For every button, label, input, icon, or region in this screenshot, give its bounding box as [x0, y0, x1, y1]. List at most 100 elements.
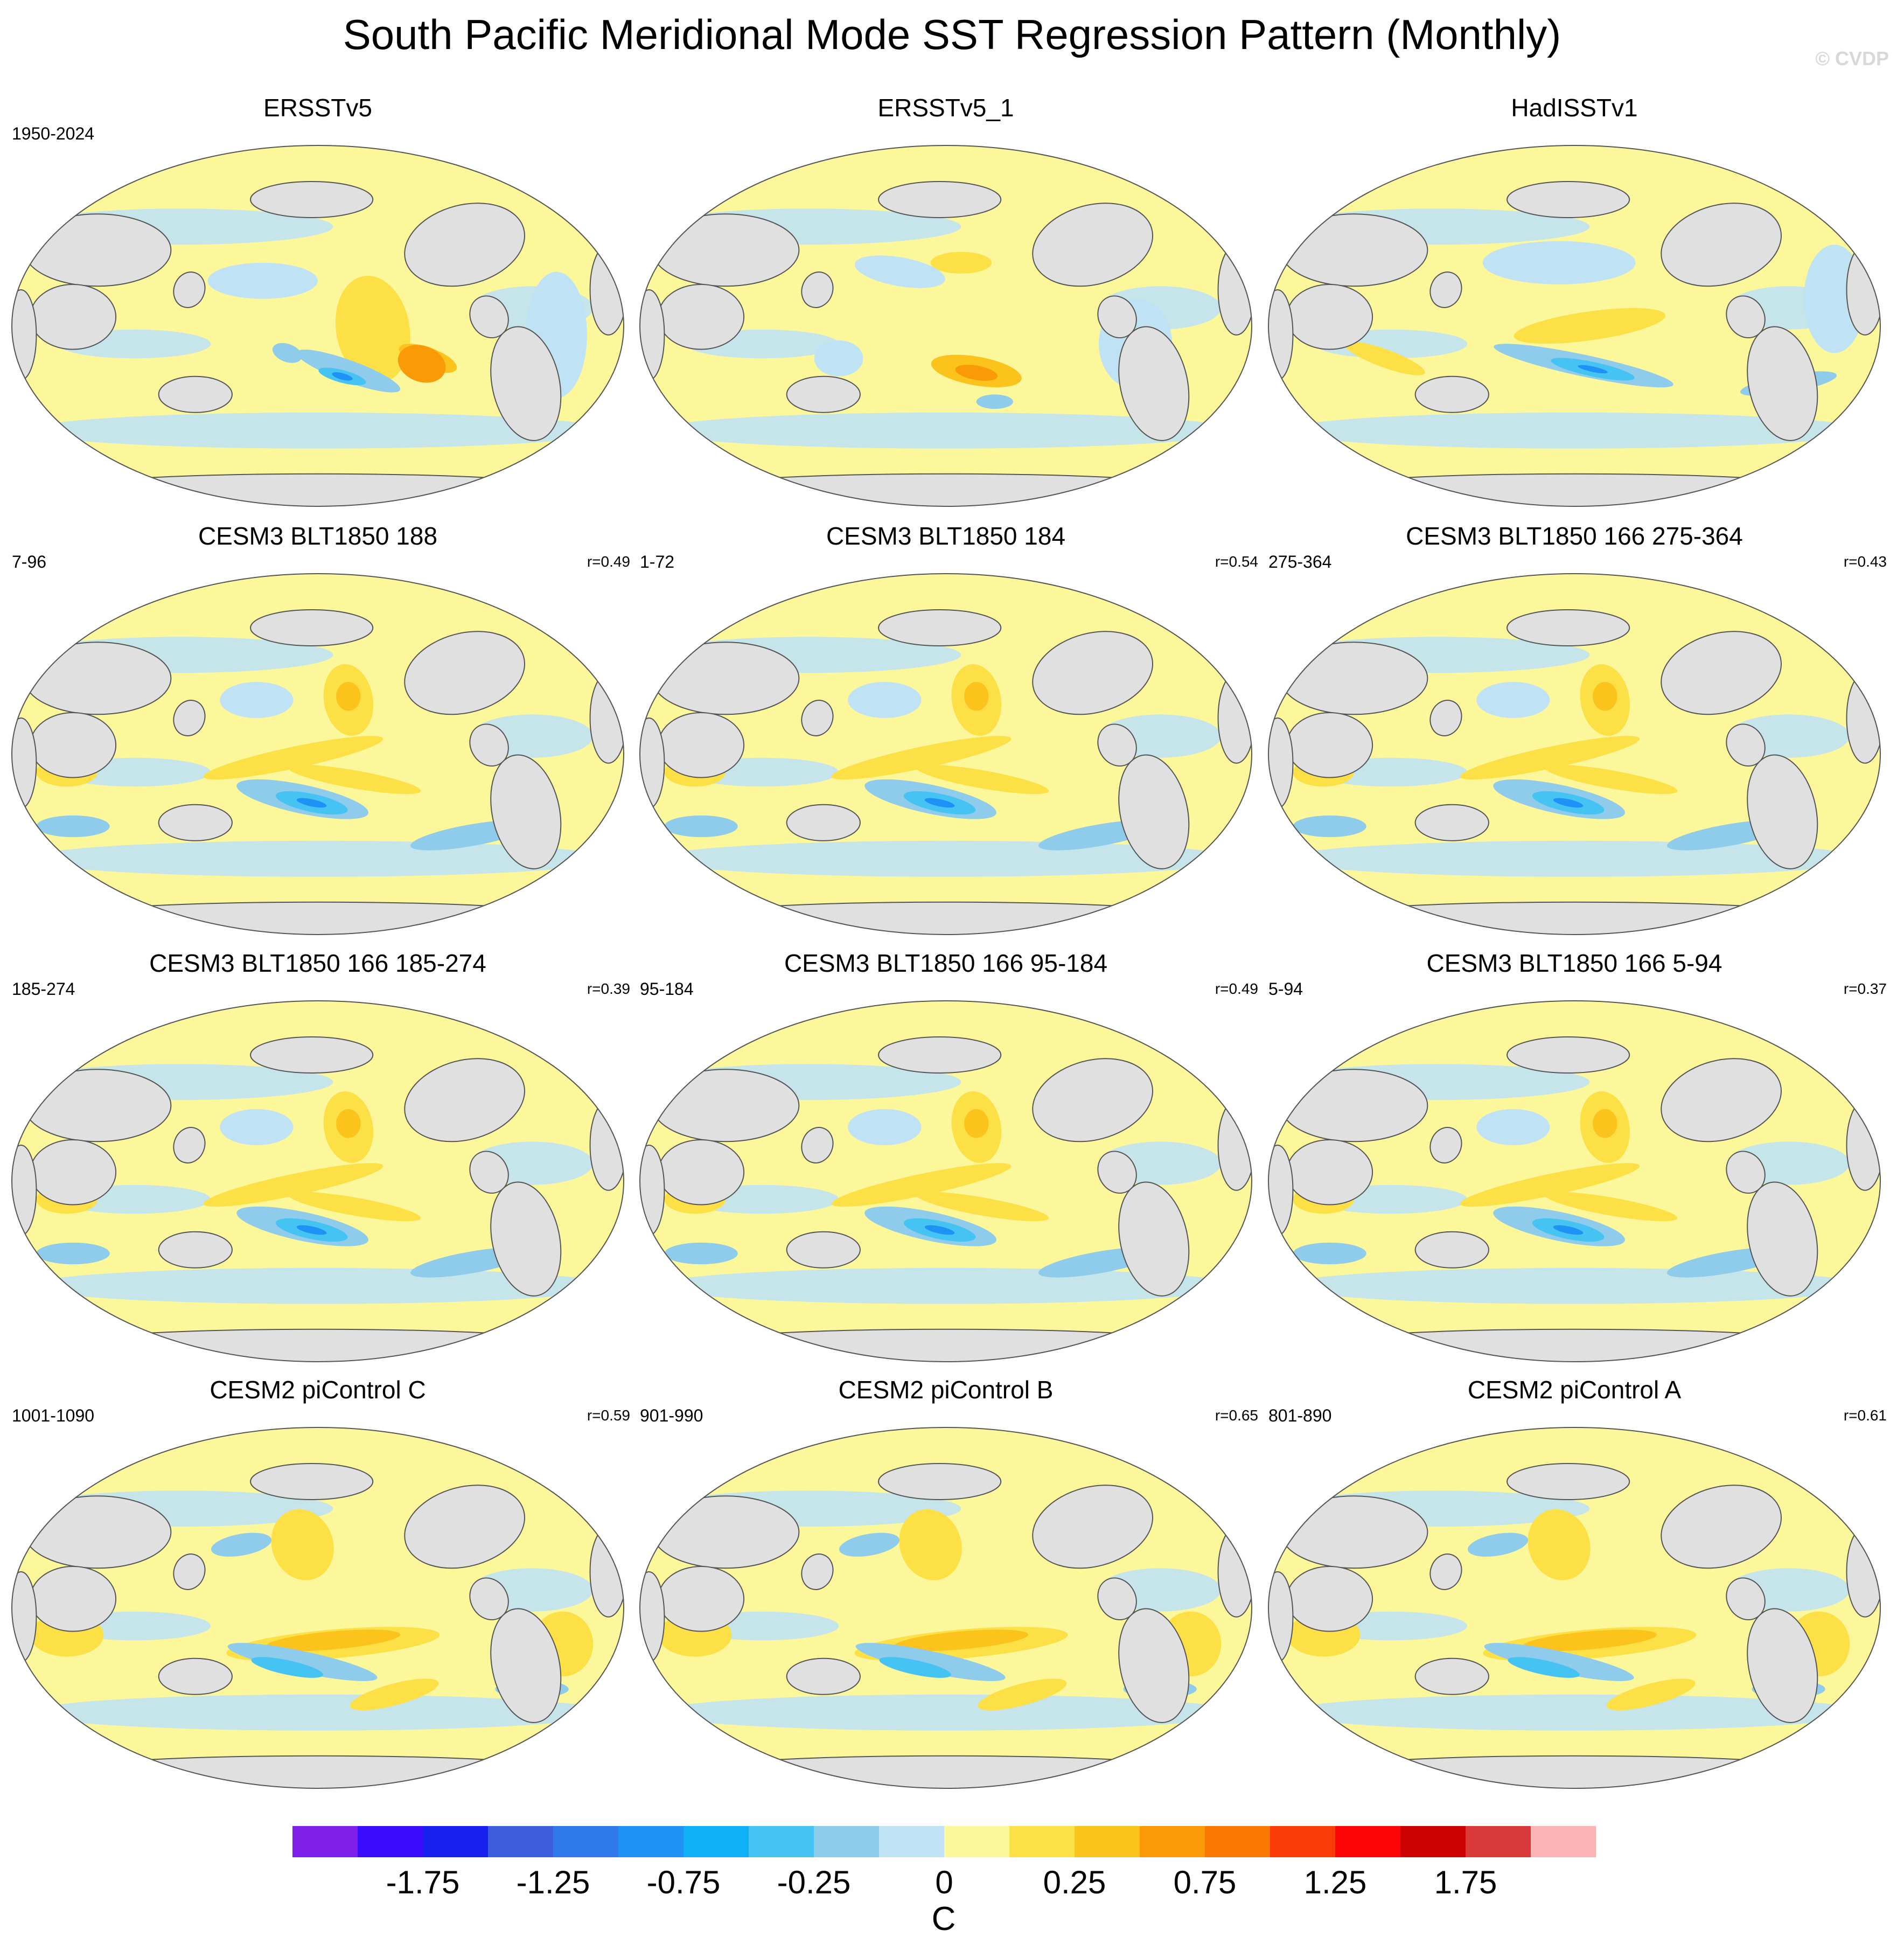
sst-anomaly-contour	[1545, 764, 1678, 795]
panel-correlation: r=0.65	[1215, 1407, 1258, 1424]
land-mass	[41, 1755, 594, 1788]
land-mass	[1097, 1577, 1137, 1621]
sst-anomaly-contour	[203, 736, 383, 780]
map-panel: CESM3 BLT1850 166 185-274 185-274 r=0.39	[5, 947, 630, 1372]
sst-anomaly-contour	[220, 682, 294, 718]
land-mass	[1429, 700, 1462, 736]
sst-anomaly-contour	[1514, 308, 1666, 344]
sst-anomaly-contour	[203, 1163, 383, 1207]
sst-anomaly-contour	[336, 1109, 361, 1138]
colorbar-swatch	[749, 1826, 814, 1857]
sst-anomaly-contour	[1553, 798, 1584, 808]
sst-anomaly-contour	[220, 1109, 294, 1145]
sst-anomaly-contour	[916, 764, 1049, 795]
land-mass	[1661, 203, 1782, 287]
land-mass	[786, 1231, 861, 1269]
sst-anomaly-contour	[664, 815, 738, 838]
map-outline	[11, 1427, 624, 1789]
colorbar-tick-label: 0	[935, 1864, 953, 1900]
land-mass	[651, 1069, 800, 1142]
sst-anomaly-contour	[332, 372, 353, 381]
sst-anomaly-band	[27, 1267, 609, 1304]
sst-anomaly-contour	[1606, 1678, 1696, 1711]
panel-correlation: r=0.49	[587, 553, 630, 570]
land-mass	[1286, 283, 1373, 350]
colorbar-swatch	[488, 1826, 554, 1857]
land-mass	[1507, 609, 1630, 646]
sst-anomaly-contour	[251, 1657, 323, 1678]
sst-anomaly-contour	[296, 1225, 327, 1235]
sst-anomaly-contour	[1553, 1225, 1584, 1235]
sst-anomaly-band	[655, 412, 1237, 449]
sst-anomaly-contour	[924, 798, 955, 808]
land-mass	[658, 712, 745, 778]
panel-correlation: r=0.39	[587, 980, 630, 997]
panel-period: 901-990	[640, 1406, 703, 1425]
panel-title: HadISSTv1	[1511, 94, 1638, 122]
land-mass	[30, 283, 117, 350]
land-mass	[404, 1058, 526, 1142]
sst-map	[11, 1427, 624, 1789]
sst-anomaly-contour	[854, 255, 945, 288]
land-mass	[669, 1328, 1222, 1362]
land-mass	[658, 1139, 745, 1206]
land-mass	[1726, 1577, 1766, 1621]
panel-title: CESM2 piControl A	[1467, 1376, 1682, 1404]
colorbar-swatch	[944, 1826, 1010, 1857]
land-mass	[1846, 244, 1880, 336]
land-mass	[1747, 326, 1818, 441]
land-mass	[1846, 1526, 1880, 1618]
watermark: © CVDP	[1815, 47, 1889, 69]
land-mass	[1726, 295, 1766, 339]
land-mass	[651, 213, 800, 287]
colorbar-units: C	[931, 1900, 956, 1938]
colorbar-swatch	[1009, 1826, 1075, 1857]
panel-title: CESM3 BLT1850 166 185-274	[149, 949, 486, 977]
land-mass	[1298, 473, 1851, 506]
sst-anomaly-contour	[296, 350, 401, 393]
land-mass	[41, 1328, 594, 1362]
map-outline	[639, 1000, 1252, 1362]
land-mass	[1032, 1058, 1154, 1142]
sst-anomaly-contour	[848, 682, 922, 718]
panel-correlation: r=0.59	[587, 1407, 630, 1424]
land-mass	[801, 700, 834, 736]
sst-anomaly-contour	[916, 1192, 1049, 1222]
sst-anomaly-contour	[397, 345, 446, 383]
sst-anomaly-contour	[978, 1678, 1067, 1711]
sst-anomaly-band	[655, 1267, 1237, 1304]
land-mass	[1661, 631, 1782, 715]
land-mass	[1097, 295, 1137, 339]
panel-correlation: r=0.54	[1215, 553, 1258, 570]
panel-title: CESM3 BLT1850 184	[826, 522, 1066, 550]
sst-anomaly-contour	[271, 1509, 334, 1580]
land-mass	[30, 1139, 117, 1206]
land-mass	[589, 1526, 624, 1618]
land-mass	[640, 289, 665, 381]
sst-map	[1268, 1000, 1881, 1362]
land-mass	[1268, 717, 1294, 809]
colorbar-swatch	[1531, 1826, 1596, 1857]
land-mass	[1217, 672, 1252, 764]
sst-anomaly-band	[1284, 412, 1865, 449]
sst-anomaly-contour	[207, 262, 318, 299]
land-mass	[589, 244, 624, 336]
land-mass	[173, 1127, 206, 1163]
map-outline	[639, 573, 1252, 935]
sst-map	[11, 1000, 624, 1362]
land-mass	[404, 631, 526, 715]
land-mass	[1032, 203, 1154, 287]
land-mass	[469, 1577, 509, 1621]
sst-map	[639, 1000, 1252, 1362]
panel-title: CESM3 BLT1850 166 95-184	[784, 949, 1108, 977]
sst-anomaly-contour	[848, 1109, 922, 1145]
map-panel: CESM2 piControl B 901-990 r=0.65	[633, 1374, 1258, 1799]
land-mass	[1280, 642, 1428, 715]
land-mass	[669, 1755, 1222, 1788]
land-mass	[469, 723, 509, 767]
sst-anomaly-contour	[831, 736, 1012, 780]
land-mass	[1118, 754, 1190, 869]
colorbar-swatch	[1400, 1826, 1466, 1857]
sst-anomaly-band	[27, 412, 609, 449]
sst-anomaly-contour	[1593, 682, 1617, 711]
